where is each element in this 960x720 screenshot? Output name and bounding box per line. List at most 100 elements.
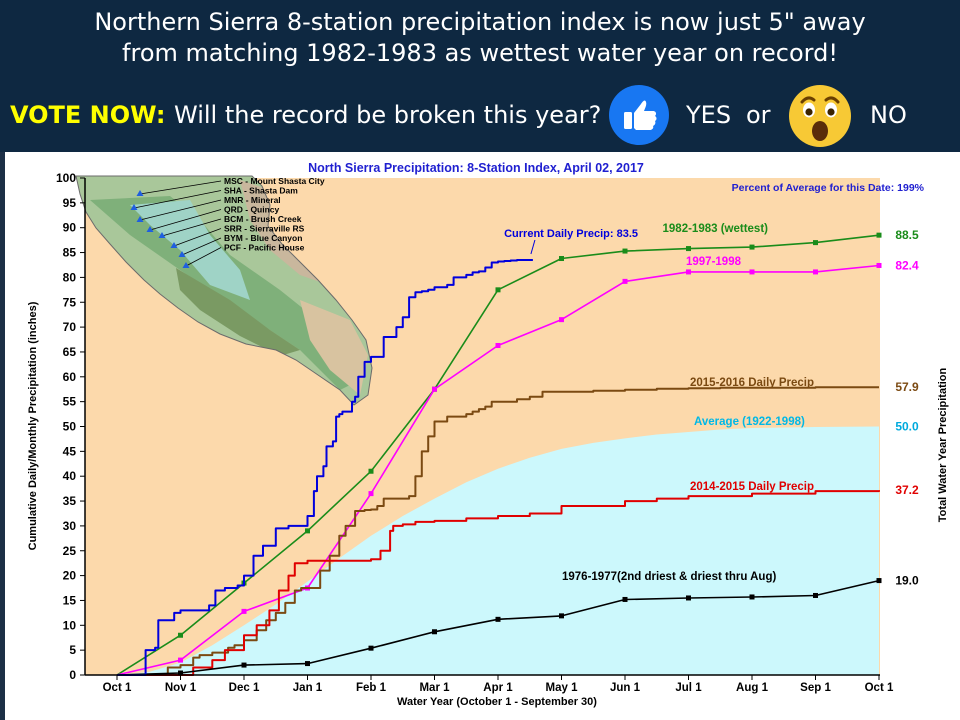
series-5-point <box>876 578 882 584</box>
series-3-line <box>117 386 879 676</box>
series-1-point <box>495 287 501 293</box>
series-5-point <box>559 613 564 619</box>
series-2-point <box>622 278 628 284</box>
x-axis-label: Water Year (October 1 - September 30) <box>397 696 597 708</box>
y-tick-label: 20 <box>63 569 77 583</box>
station-legend-item: BYM - Blue Canyon <box>224 233 302 243</box>
station-pointer <box>185 247 222 267</box>
series-2-point <box>813 269 818 275</box>
series-group: 1982-1983 (wettest) 88.5 1997-1998 82.4 2015… <box>116 223 919 676</box>
left-edge-strip <box>0 152 5 720</box>
y2-axis-label: Total Water Year Precipitation <box>937 367 949 522</box>
x-tick-label: Nov 1 <box>165 682 197 694</box>
y-tick-label: 85 <box>63 246 77 260</box>
series-5-point <box>686 595 691 601</box>
station-legend-item: MSC - Mount Shasta City <box>224 176 325 186</box>
series-1-point <box>813 240 818 246</box>
current-precip-label: Current Daily Precip: 83.5 <box>504 228 638 240</box>
series-5-point <box>813 592 818 598</box>
station-marker-icon <box>146 226 154 232</box>
series-5-total-label: 19.0 <box>895 574 919 588</box>
series-2-point <box>432 386 437 392</box>
series-1-point <box>876 232 882 238</box>
thumbs-up-icon[interactable] <box>608 84 670 146</box>
series-3-total-label: 57.9 <box>895 380 919 394</box>
yes-option[interactable]: YES <box>686 101 732 129</box>
series-1-point <box>749 244 755 250</box>
y-tick-label: 10 <box>63 618 77 632</box>
series-5-point <box>368 645 374 651</box>
station-pointer <box>161 218 222 237</box>
headline-line-1: Northern Sierra 8-station precipitation … <box>94 8 866 36</box>
x-tick-label: Sep 1 <box>800 682 831 694</box>
x-tick-label: Dec 1 <box>229 682 260 694</box>
station-marker-icon <box>136 190 144 196</box>
y-tick-label: 95 <box>63 196 77 210</box>
y-tick-label: 50 <box>63 420 77 434</box>
station-pointer <box>173 228 222 247</box>
x-tick-label: Feb 1 <box>356 682 387 694</box>
series-4-total-label: 37.2 <box>895 483 919 497</box>
series-2-point <box>686 269 691 275</box>
y-tick-label: 100 <box>56 171 76 185</box>
station-marker-icon <box>182 262 190 268</box>
y-tick-label: 0 <box>69 668 76 682</box>
station-legend-item: QRD - Quincy <box>224 205 280 215</box>
x-tick-label: Aug 1 <box>736 682 769 694</box>
y-tick-label: 75 <box>63 295 77 309</box>
series-2-point <box>368 491 374 497</box>
series-1-point <box>622 248 628 254</box>
no-option[interactable]: NO <box>870 101 907 129</box>
axes: 0 5 10 15 20 25 30 35 40 45 50 55 60 65 70 75 80 85 90 95 10… <box>56 171 894 694</box>
chart-subtitle: Percent of Average for this Date: 199% <box>732 182 925 194</box>
series-5-point <box>495 616 501 622</box>
station-marker-icon <box>178 251 186 257</box>
headline-line-2: from matching 1982-1983 as wettest water… <box>122 39 838 67</box>
y-tick-label: 15 <box>63 593 77 607</box>
or-label: or <box>746 101 771 129</box>
series-1-point <box>305 528 310 534</box>
station-legend-item: PCF - Pacific House <box>224 243 305 253</box>
series-2-name-label: 1997-1998 <box>686 256 742 268</box>
station-pointer <box>139 180 222 195</box>
vote-banner: Northern Sierra 8-station precipitation … <box>0 0 960 152</box>
series-4-line <box>117 490 880 676</box>
y-tick-label: 60 <box>63 370 77 384</box>
series-2-point <box>876 262 882 268</box>
x-tick-label: Apr 1 <box>483 682 513 694</box>
series-4-name-label: 2014-2015 Daily Precip <box>690 481 814 493</box>
series-1-total-label: 88.5 <box>895 228 919 242</box>
y-axis-label: Cumulative Daily/Monthly Precipitation (… <box>27 301 39 550</box>
y-tick-label: 55 <box>63 395 77 409</box>
series-5-point <box>622 596 628 602</box>
y-tick-label: 70 <box>63 320 77 334</box>
station-pointer <box>149 209 222 231</box>
y-tick-label: 90 <box>63 221 77 235</box>
y-tick-label: 80 <box>63 270 77 284</box>
station-marker-icon <box>170 242 178 248</box>
series-5-point <box>305 661 310 667</box>
average-area <box>117 426 879 675</box>
series-2-point <box>495 342 501 348</box>
surprised-face-icon[interactable] <box>788 84 852 148</box>
station-marker-icon <box>130 204 138 210</box>
series-5-point <box>749 594 755 600</box>
series-3-name-label: 2015-2016 Daily Precip <box>690 377 814 389</box>
series-2-point <box>749 269 755 275</box>
y-tick-label: 25 <box>63 544 77 558</box>
series-6-total-label: 50.0 <box>895 420 919 434</box>
vote-now-label: VOTE NOW: <box>10 101 166 129</box>
station-legend-item: MNR - Mineral <box>224 195 281 205</box>
station-marker-icon <box>136 216 144 222</box>
station-legend-item: SRR - Sierraville RS <box>224 224 305 234</box>
average-area-fill <box>117 426 879 675</box>
series-2-total-label: 82.4 <box>895 258 919 272</box>
series-1-point <box>559 256 564 262</box>
x-tick-label: Jun 1 <box>610 682 641 694</box>
series-2-point <box>559 317 564 323</box>
station-pointer <box>133 190 222 209</box>
series-1-name-label: 1982-1983 (wettest) <box>663 223 769 235</box>
x-tick-label: Oct 1 <box>865 682 894 694</box>
station-pointer <box>181 237 222 256</box>
